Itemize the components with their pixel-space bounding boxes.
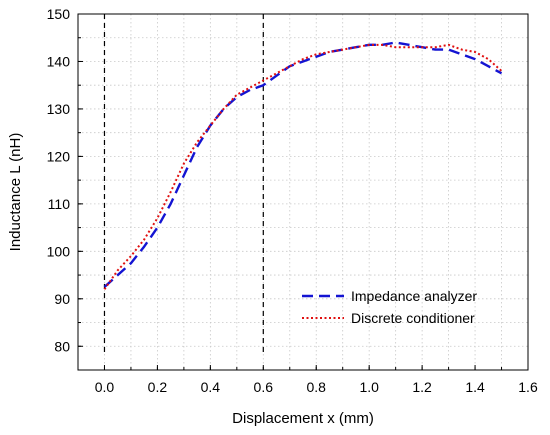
series-lines: [103, 41, 503, 290]
x-axis-title: Displacement x (mm): [232, 410, 374, 427]
legend-label: Discrete conditioner: [351, 310, 475, 326]
y-tick-label: 110: [48, 196, 71, 212]
series-line-1: [103, 41, 503, 288]
x-tick-label: 0.4: [201, 379, 221, 395]
x-tick-label: 0.8: [307, 379, 327, 395]
x-tick-label: 1.4: [465, 379, 485, 395]
legend-label: Impedance analyzer: [351, 288, 477, 304]
x-tick-label: 1.2: [412, 379, 432, 395]
y-tick-label: 80: [54, 338, 70, 354]
x-tick-label: 1.6: [518, 379, 538, 395]
y-tick-label: 140: [47, 53, 71, 69]
reference-lines: [103, 14, 264, 354]
plot-frame: [77, 13, 529, 371]
x-tick-label: 0.6: [254, 379, 274, 395]
legend: Impedance analyzer Discrete conditioner: [302, 288, 477, 326]
x-tick-label: 0.0: [95, 379, 115, 395]
x-tick-label: 0.2: [148, 379, 168, 395]
y-tick-label: 130: [47, 101, 71, 117]
y-tick-label: 120: [47, 148, 71, 164]
x-tick-label: 1.0: [359, 379, 379, 395]
y-tick-label: 100: [47, 243, 71, 259]
y-tick-label: 150: [47, 6, 71, 22]
y-axis-title: Inductance L (nH): [7, 133, 24, 252]
y-tick-label: 90: [54, 291, 70, 307]
y-axis-ticks: 80 90 100 110 120 130 140 150: [47, 6, 83, 371]
series-line-2: [103, 43, 503, 290]
x-axis-ticks: 0.0 0.2 0.4 0.6 0.8 1.0 1.2 1.4 1.6: [77, 365, 538, 395]
